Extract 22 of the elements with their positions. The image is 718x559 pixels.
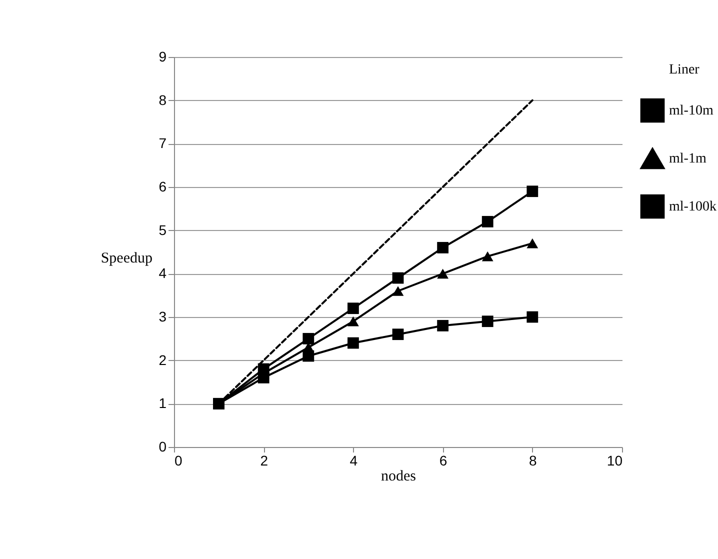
y-tick-label: 9: [158, 48, 167, 64]
x-axis-title: nodes: [381, 468, 416, 484]
y-tick-label: 5: [158, 222, 167, 238]
y-tick-label: 4: [158, 265, 167, 282]
y-tick-label: 3: [158, 308, 167, 324]
y-tick-label: 6: [158, 178, 167, 194]
legend-label: ml-1m: [669, 152, 706, 166]
x-tick-label: 8: [529, 452, 537, 468]
y-tick-label: 1: [158, 395, 167, 412]
text: Liner: [669, 62, 700, 78]
y-tick-label: 8: [158, 92, 167, 108]
y-axis-title: Speedup: [100, 250, 152, 266]
y-tick-label: 2: [158, 352, 167, 368]
x-tick-label: 2: [260, 452, 268, 468]
y-tick-label: 0: [158, 438, 167, 454]
x-tick-label: 0: [174, 452, 182, 468]
legend-label: ml-10m: [669, 104, 714, 118]
legend-label: ml-100k: [669, 200, 716, 214]
x-tick-label: 6: [439, 452, 448, 468]
x-tick-label: 4: [350, 452, 358, 468]
y-tick-label: 7: [158, 135, 167, 152]
x-tick-label: 10: [606, 452, 623, 468]
